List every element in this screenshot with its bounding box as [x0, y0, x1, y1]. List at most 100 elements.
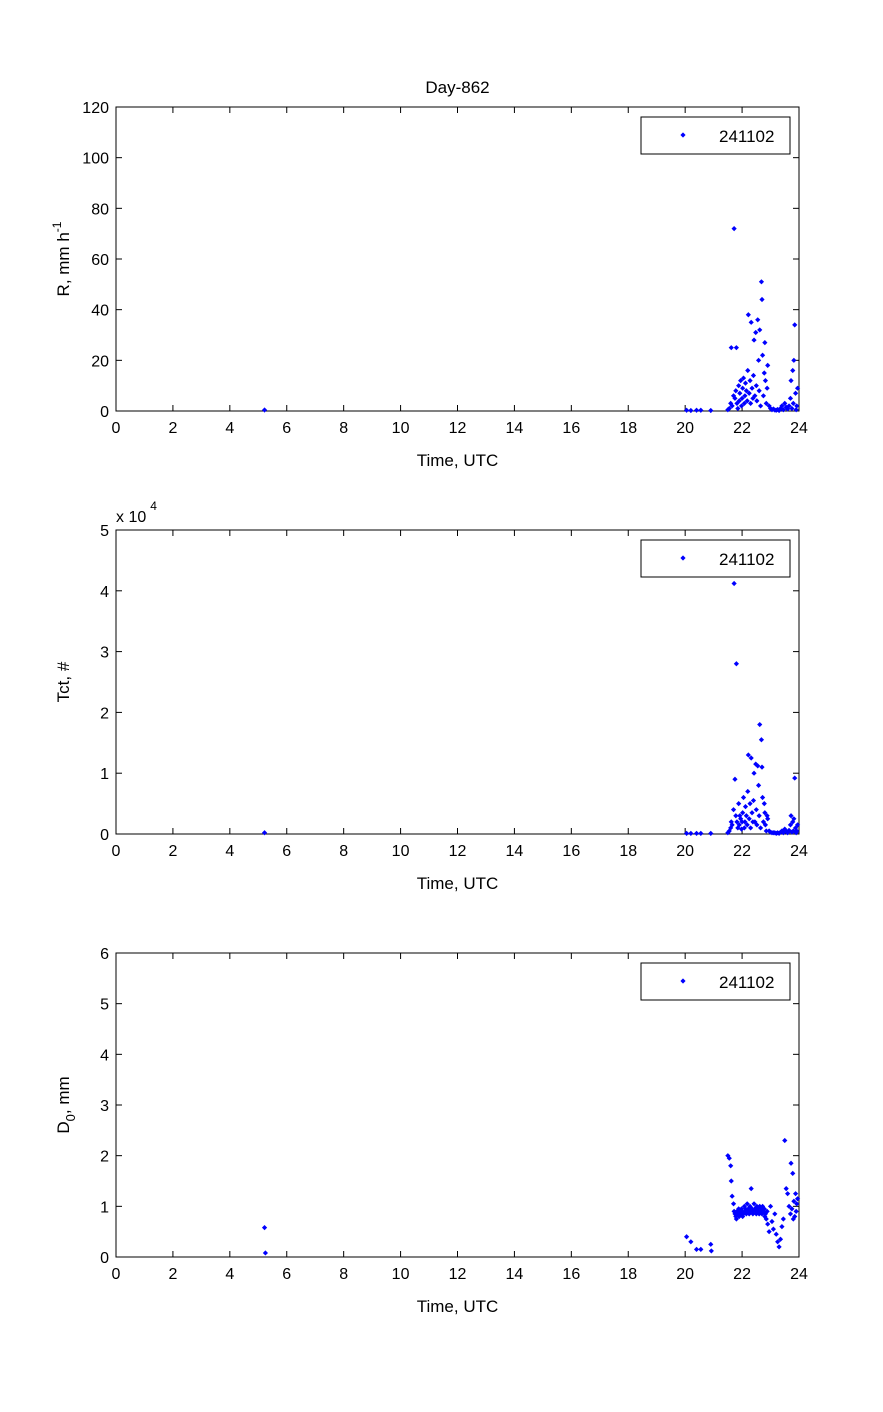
data-point: [765, 816, 771, 822]
data-point: [791, 1198, 797, 1204]
y-tick-label: 60: [91, 252, 109, 269]
data-point: [733, 388, 739, 394]
y-exponent-sup: 4: [150, 499, 157, 513]
data-point: [753, 1211, 759, 1217]
legend-entry-label: 241102: [719, 550, 774, 569]
data-point: [787, 395, 794, 401]
data-point: [783, 828, 789, 835]
data-point: [763, 1216, 769, 1222]
x-tick-label: 6: [282, 1266, 291, 1283]
data-point: [729, 822, 735, 828]
legend: 241102: [640, 116, 791, 155]
y-tick-label: 3: [100, 1098, 109, 1115]
data-point: [760, 393, 767, 399]
data-point: [728, 400, 734, 406]
x-tick-label: 18: [619, 420, 637, 437]
legend: 241102: [640, 962, 791, 1001]
data-point: [738, 1206, 745, 1212]
data-point: [735, 825, 741, 831]
data-point: [688, 1239, 694, 1245]
data-point: [756, 388, 762, 394]
data-point: [790, 1170, 796, 1176]
data-point: [759, 352, 766, 358]
x-tick-label: 0: [112, 420, 121, 437]
data-point: [786, 403, 792, 409]
data-point: [733, 813, 739, 819]
x-tick-label: 14: [506, 1266, 524, 1283]
chart-panel-1: 0 2 4 6 8 10 12 14 16 18 20 22 24020406080100120Time…: [50, 78, 808, 470]
data-point: [783, 404, 789, 410]
data-point: [755, 763, 761, 769]
data-point: [742, 380, 749, 386]
data-point: [708, 1241, 714, 1247]
x-tick-label: 24: [790, 843, 808, 860]
y-tick-label: 0: [100, 827, 109, 844]
x-tick-label: 14: [506, 843, 524, 860]
series-1: [261, 580, 801, 836]
data-point: [761, 370, 767, 376]
data-point: [770, 1226, 776, 1232]
y-axis-label-superscript: -1: [50, 221, 64, 232]
data-point: [759, 1211, 765, 1217]
data-point: [708, 1248, 714, 1254]
y-tick-label: 4: [100, 584, 109, 601]
data-point: [748, 755, 754, 761]
data-point: [745, 788, 751, 795]
data-point: [776, 1244, 782, 1250]
x-tick-label: 20: [676, 1266, 694, 1283]
data-point: [762, 1211, 769, 1217]
x-tick-label: 14: [506, 420, 524, 437]
data-point: [730, 807, 737, 813]
x-tick-label: 22: [733, 843, 751, 860]
data-point: [765, 1221, 771, 1227]
data-point: [741, 825, 747, 831]
legend-entry-label: 241102: [719, 127, 774, 146]
data-point: [759, 296, 765, 303]
data-point: [731, 580, 737, 587]
data-point: [765, 362, 771, 368]
y-tick-label: 2: [100, 705, 109, 722]
x-tick-label: 2: [168, 420, 177, 437]
data-point: [750, 372, 757, 379]
data-point: [743, 388, 749, 394]
data-point: [766, 403, 772, 409]
data-point: [761, 801, 767, 807]
y-tick-label: 4: [100, 1047, 109, 1064]
data-point: [731, 226, 737, 232]
data-point: [745, 367, 751, 374]
data-point: [748, 1186, 754, 1192]
data-point: [726, 828, 732, 834]
data-point: [733, 661, 739, 667]
y-tick-label: 6: [100, 946, 109, 963]
data-point: [748, 319, 754, 325]
data-point: [746, 1211, 752, 1217]
data-point: [762, 810, 768, 816]
data-point: [779, 1224, 785, 1230]
data-point: [262, 1250, 269, 1256]
data-point: [742, 804, 749, 810]
data-point: [780, 407, 786, 413]
data-point: [792, 775, 798, 781]
chart-title: Day-862: [425, 78, 489, 97]
data-point: [762, 822, 769, 828]
data-point: [766, 1229, 772, 1235]
y-axis-label-text: Tct, #: [54, 661, 73, 702]
data-point: [749, 810, 755, 816]
legend-box: [640, 539, 791, 578]
data-point: [762, 340, 768, 346]
data-point: [787, 822, 794, 828]
x-tick-label: 18: [619, 1266, 637, 1283]
data-point: [787, 1211, 794, 1217]
data-point: [760, 819, 767, 825]
data-point: [748, 825, 754, 831]
data-point: [794, 822, 801, 828]
plot-frame: [115, 529, 800, 835]
data-point: [763, 828, 769, 834]
data-point: [732, 776, 738, 782]
data-point: [777, 405, 784, 412]
data-point: [726, 1155, 732, 1161]
x-tick-label: 24: [790, 1266, 808, 1283]
data-point: [749, 1206, 755, 1212]
